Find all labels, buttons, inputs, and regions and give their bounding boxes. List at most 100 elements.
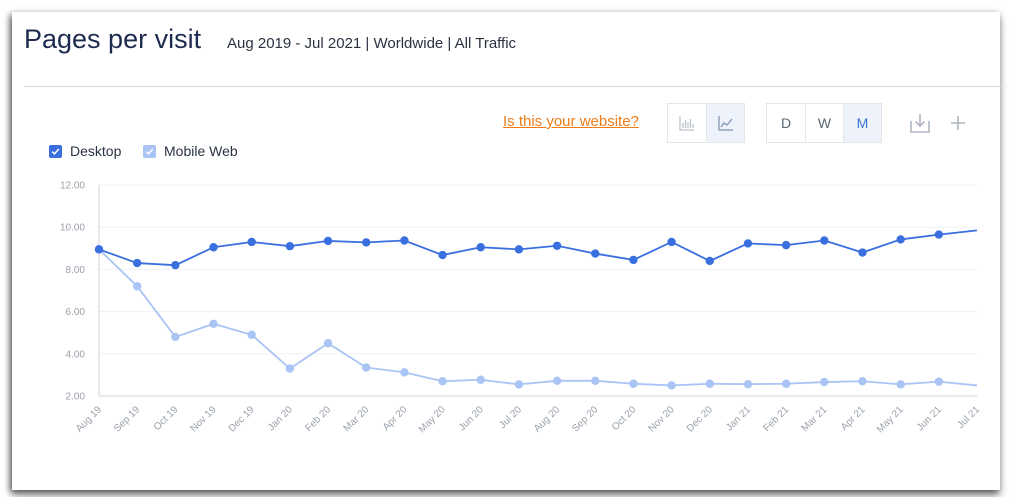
y-tick-label: 10.00 bbox=[60, 223, 85, 234]
data-point-desktop bbox=[285, 241, 295, 251]
bar-chart-button[interactable] bbox=[668, 104, 706, 142]
data-point-mobile-web bbox=[171, 332, 180, 342]
y-tick-label: 4.00 bbox=[66, 349, 86, 360]
x-tick-label: May 20 bbox=[417, 404, 448, 435]
data-point-desktop bbox=[820, 236, 829, 245]
data-point-desktop bbox=[362, 238, 371, 247]
data-point-mobile-web bbox=[705, 379, 714, 388]
x-tick-label: Aug 19 bbox=[74, 404, 104, 434]
granularity-month-button[interactable]: M bbox=[843, 104, 881, 142]
data-point-mobile-web bbox=[514, 380, 524, 389]
data-point-desktop bbox=[438, 250, 447, 260]
bar-chart-icon bbox=[679, 116, 694, 131]
data-point-desktop bbox=[667, 237, 676, 247]
widget-card bbox=[12, 12, 1000, 490]
data-point-mobile-web bbox=[285, 364, 295, 373]
y-tick-label: 6.00 bbox=[66, 307, 86, 318]
line-chart-button[interactable] bbox=[706, 104, 744, 142]
data-point-desktop bbox=[629, 255, 638, 265]
data-point-desktop bbox=[781, 240, 791, 250]
granularity-week-button[interactable]: W bbox=[805, 104, 843, 142]
data-point-desktop bbox=[400, 236, 409, 245]
x-tick-label: Mar 20 bbox=[342, 404, 372, 434]
data-point-mobile-web bbox=[820, 377, 829, 387]
y-tick-label: 2.00 bbox=[66, 392, 86, 403]
data-point-desktop bbox=[247, 237, 256, 247]
x-tick-label: Jun 21 bbox=[915, 404, 944, 433]
data-point-desktop bbox=[705, 256, 714, 266]
data-point-desktop bbox=[934, 230, 944, 239]
granularity-day-button[interactable]: D bbox=[780, 115, 792, 131]
data-point-mobile-web bbox=[362, 363, 371, 372]
page-subtitle: Aug 2019 - Jul 2021 | Worldwide | All Tr… bbox=[227, 35, 517, 52]
data-point-desktop bbox=[94, 245, 104, 254]
x-tick-label: Nov 20 bbox=[647, 404, 677, 434]
x-tick-label: Sep 20 bbox=[570, 404, 600, 434]
data-point-desktop bbox=[171, 260, 180, 270]
data-point-mobile-web bbox=[667, 381, 676, 390]
series-line-mobile-web bbox=[98, 248, 978, 387]
page-title: Pages per visit bbox=[24, 24, 202, 54]
x-tick-label: Feb 20 bbox=[303, 404, 333, 434]
checkbox-checked-icon bbox=[49, 144, 62, 158]
x-tick-label: Jan 20 bbox=[266, 404, 295, 433]
plus-icon[interactable] bbox=[947, 112, 969, 134]
data-point-mobile-web bbox=[591, 376, 600, 386]
data-point-mobile-web bbox=[934, 377, 944, 386]
y-tick-label: 8.00 bbox=[66, 265, 86, 276]
x-tick-label: Dec 20 bbox=[685, 404, 715, 434]
x-tick-label: Jul 20 bbox=[497, 404, 524, 431]
header-divider bbox=[24, 86, 1002, 87]
data-point-desktop bbox=[323, 236, 333, 246]
chart-type-toggle bbox=[667, 103, 745, 143]
checkbox-checked-icon bbox=[143, 144, 156, 158]
x-tick-label: Mar 21 bbox=[800, 404, 830, 434]
data-point-mobile-web bbox=[858, 377, 867, 386]
is-this-your-website-link[interactable]: Is this your website? bbox=[503, 113, 639, 130]
data-point-desktop bbox=[552, 241, 562, 250]
data-point-mobile-web bbox=[400, 368, 409, 377]
x-tick-label: Dec 19 bbox=[227, 404, 257, 434]
x-tick-label: Apr 21 bbox=[839, 404, 868, 433]
x-tick-label: Sep 19 bbox=[112, 404, 142, 434]
x-tick-label: Feb 21 bbox=[761, 404, 791, 434]
data-point-desktop bbox=[591, 249, 600, 258]
data-point-mobile-web bbox=[629, 379, 638, 388]
legend-mobile-web[interactable]: Mobile Web bbox=[143, 143, 238, 159]
x-tick-label: Nov 19 bbox=[188, 404, 218, 434]
data-point-desktop bbox=[743, 239, 753, 248]
data-point-desktop bbox=[858, 248, 867, 257]
x-tick-label: Jan 21 bbox=[724, 404, 753, 433]
x-tick-label: Jul 21 bbox=[955, 404, 982, 431]
data-point-mobile-web bbox=[476, 375, 485, 384]
legend-label-desktop: Desktop bbox=[70, 143, 122, 159]
granularity-toggle: D W M bbox=[766, 103, 882, 143]
x-tick-label: Apr 20 bbox=[381, 404, 410, 433]
data-point-mobile-web bbox=[552, 376, 562, 386]
data-point-mobile-web bbox=[438, 377, 447, 386]
legend-desktop[interactable]: Desktop bbox=[49, 143, 121, 159]
data-point-desktop bbox=[896, 235, 905, 244]
x-tick-label: Oct 19 bbox=[152, 404, 181, 433]
x-tick-label: Aug 20 bbox=[532, 404, 562, 434]
data-point-desktop bbox=[514, 245, 524, 254]
x-tick-label: Oct 20 bbox=[610, 404, 639, 433]
data-point-mobile-web bbox=[743, 379, 753, 389]
data-point-mobile-web bbox=[209, 319, 218, 329]
y-tick-label: 12.00 bbox=[60, 181, 85, 192]
data-point-desktop bbox=[132, 258, 142, 268]
data-point-desktop bbox=[476, 243, 485, 252]
legend-label-mobile-web: Mobile Web bbox=[164, 143, 238, 159]
data-point-mobile-web bbox=[323, 339, 333, 348]
data-point-mobile-web bbox=[132, 282, 142, 291]
download-icon[interactable] bbox=[909, 112, 931, 134]
data-point-mobile-web bbox=[247, 330, 256, 340]
line-chart-icon bbox=[717, 116, 733, 131]
series-line-desktop bbox=[98, 229, 978, 267]
x-tick-label: Jun 20 bbox=[457, 404, 486, 433]
data-point-desktop bbox=[209, 243, 218, 252]
x-tick-label: May 21 bbox=[875, 404, 906, 435]
data-point-mobile-web bbox=[781, 379, 791, 388]
data-point-mobile-web bbox=[896, 380, 905, 389]
